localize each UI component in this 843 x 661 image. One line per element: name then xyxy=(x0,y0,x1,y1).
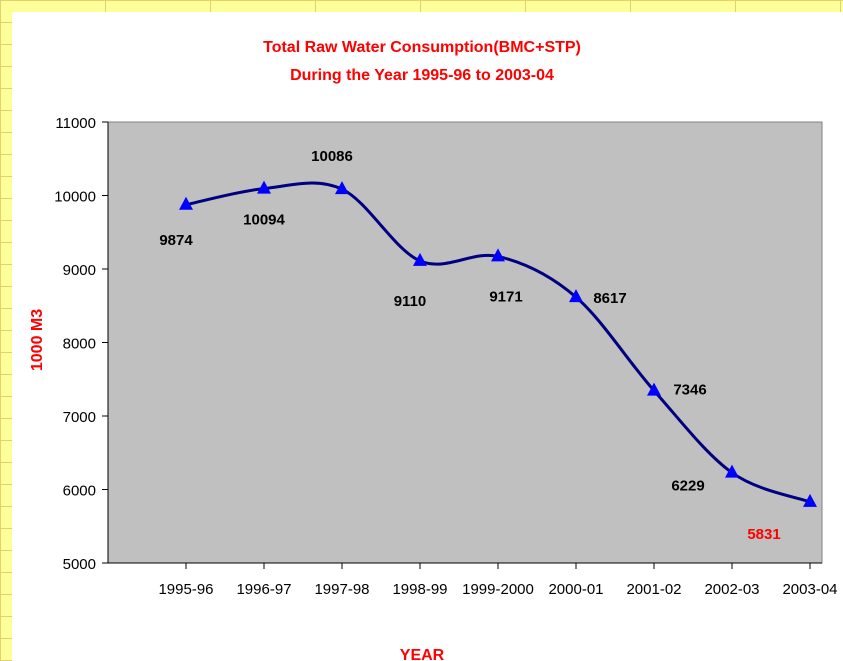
x-tick-label: 1997-98 xyxy=(314,581,370,598)
plot-area xyxy=(107,121,823,564)
y-tick-label: 6000 xyxy=(63,483,96,500)
data-label: 7346 xyxy=(673,382,706,399)
data-label: 8617 xyxy=(593,290,626,307)
x-tick-label: 2001-02 xyxy=(626,581,682,598)
y-tick-label: 8000 xyxy=(63,336,96,353)
x-tick-label: 2002-03 xyxy=(704,581,760,598)
data-label: 10086 xyxy=(311,148,353,165)
x-tick-label: 2003-04 xyxy=(782,581,838,598)
chart-subtitle: During the Year 1995-96 to 2003-04 xyxy=(290,67,554,84)
x-tick-label: 1999-2000 xyxy=(462,581,534,598)
x-tick-label: 1998-99 xyxy=(392,581,448,598)
x-axis-label: YEAR xyxy=(400,647,445,661)
y-tick-label: 10000 xyxy=(54,189,96,206)
data-label: 5831 xyxy=(747,526,780,543)
data-label: 9874 xyxy=(159,232,193,249)
y-axis-label: 1000 M3 xyxy=(29,309,46,371)
data-label: 9110 xyxy=(394,293,427,310)
data-label: 9171 xyxy=(489,288,522,305)
data-label: 6229 xyxy=(671,478,704,495)
y-tick-label: 11000 xyxy=(55,115,96,132)
marker xyxy=(335,181,349,195)
marker xyxy=(569,289,583,303)
marker xyxy=(647,382,661,396)
marker xyxy=(257,180,271,194)
marker xyxy=(491,248,505,262)
y-tick-label: 5000 xyxy=(63,556,96,573)
marker xyxy=(413,252,427,266)
x-tick-label: 1995-96 xyxy=(158,581,214,598)
chart-title: Total Raw Water Consumption(BMC+STP) xyxy=(263,39,581,56)
marker xyxy=(803,493,817,507)
data-label: 10094 xyxy=(243,212,285,229)
x-tick-label: 1996-97 xyxy=(236,581,292,598)
marker xyxy=(725,464,739,478)
x-tick-label: 2000-01 xyxy=(548,581,604,598)
y-tick-label: 9000 xyxy=(63,262,96,279)
y-tick-label: 7000 xyxy=(63,409,96,426)
marker xyxy=(179,196,193,210)
